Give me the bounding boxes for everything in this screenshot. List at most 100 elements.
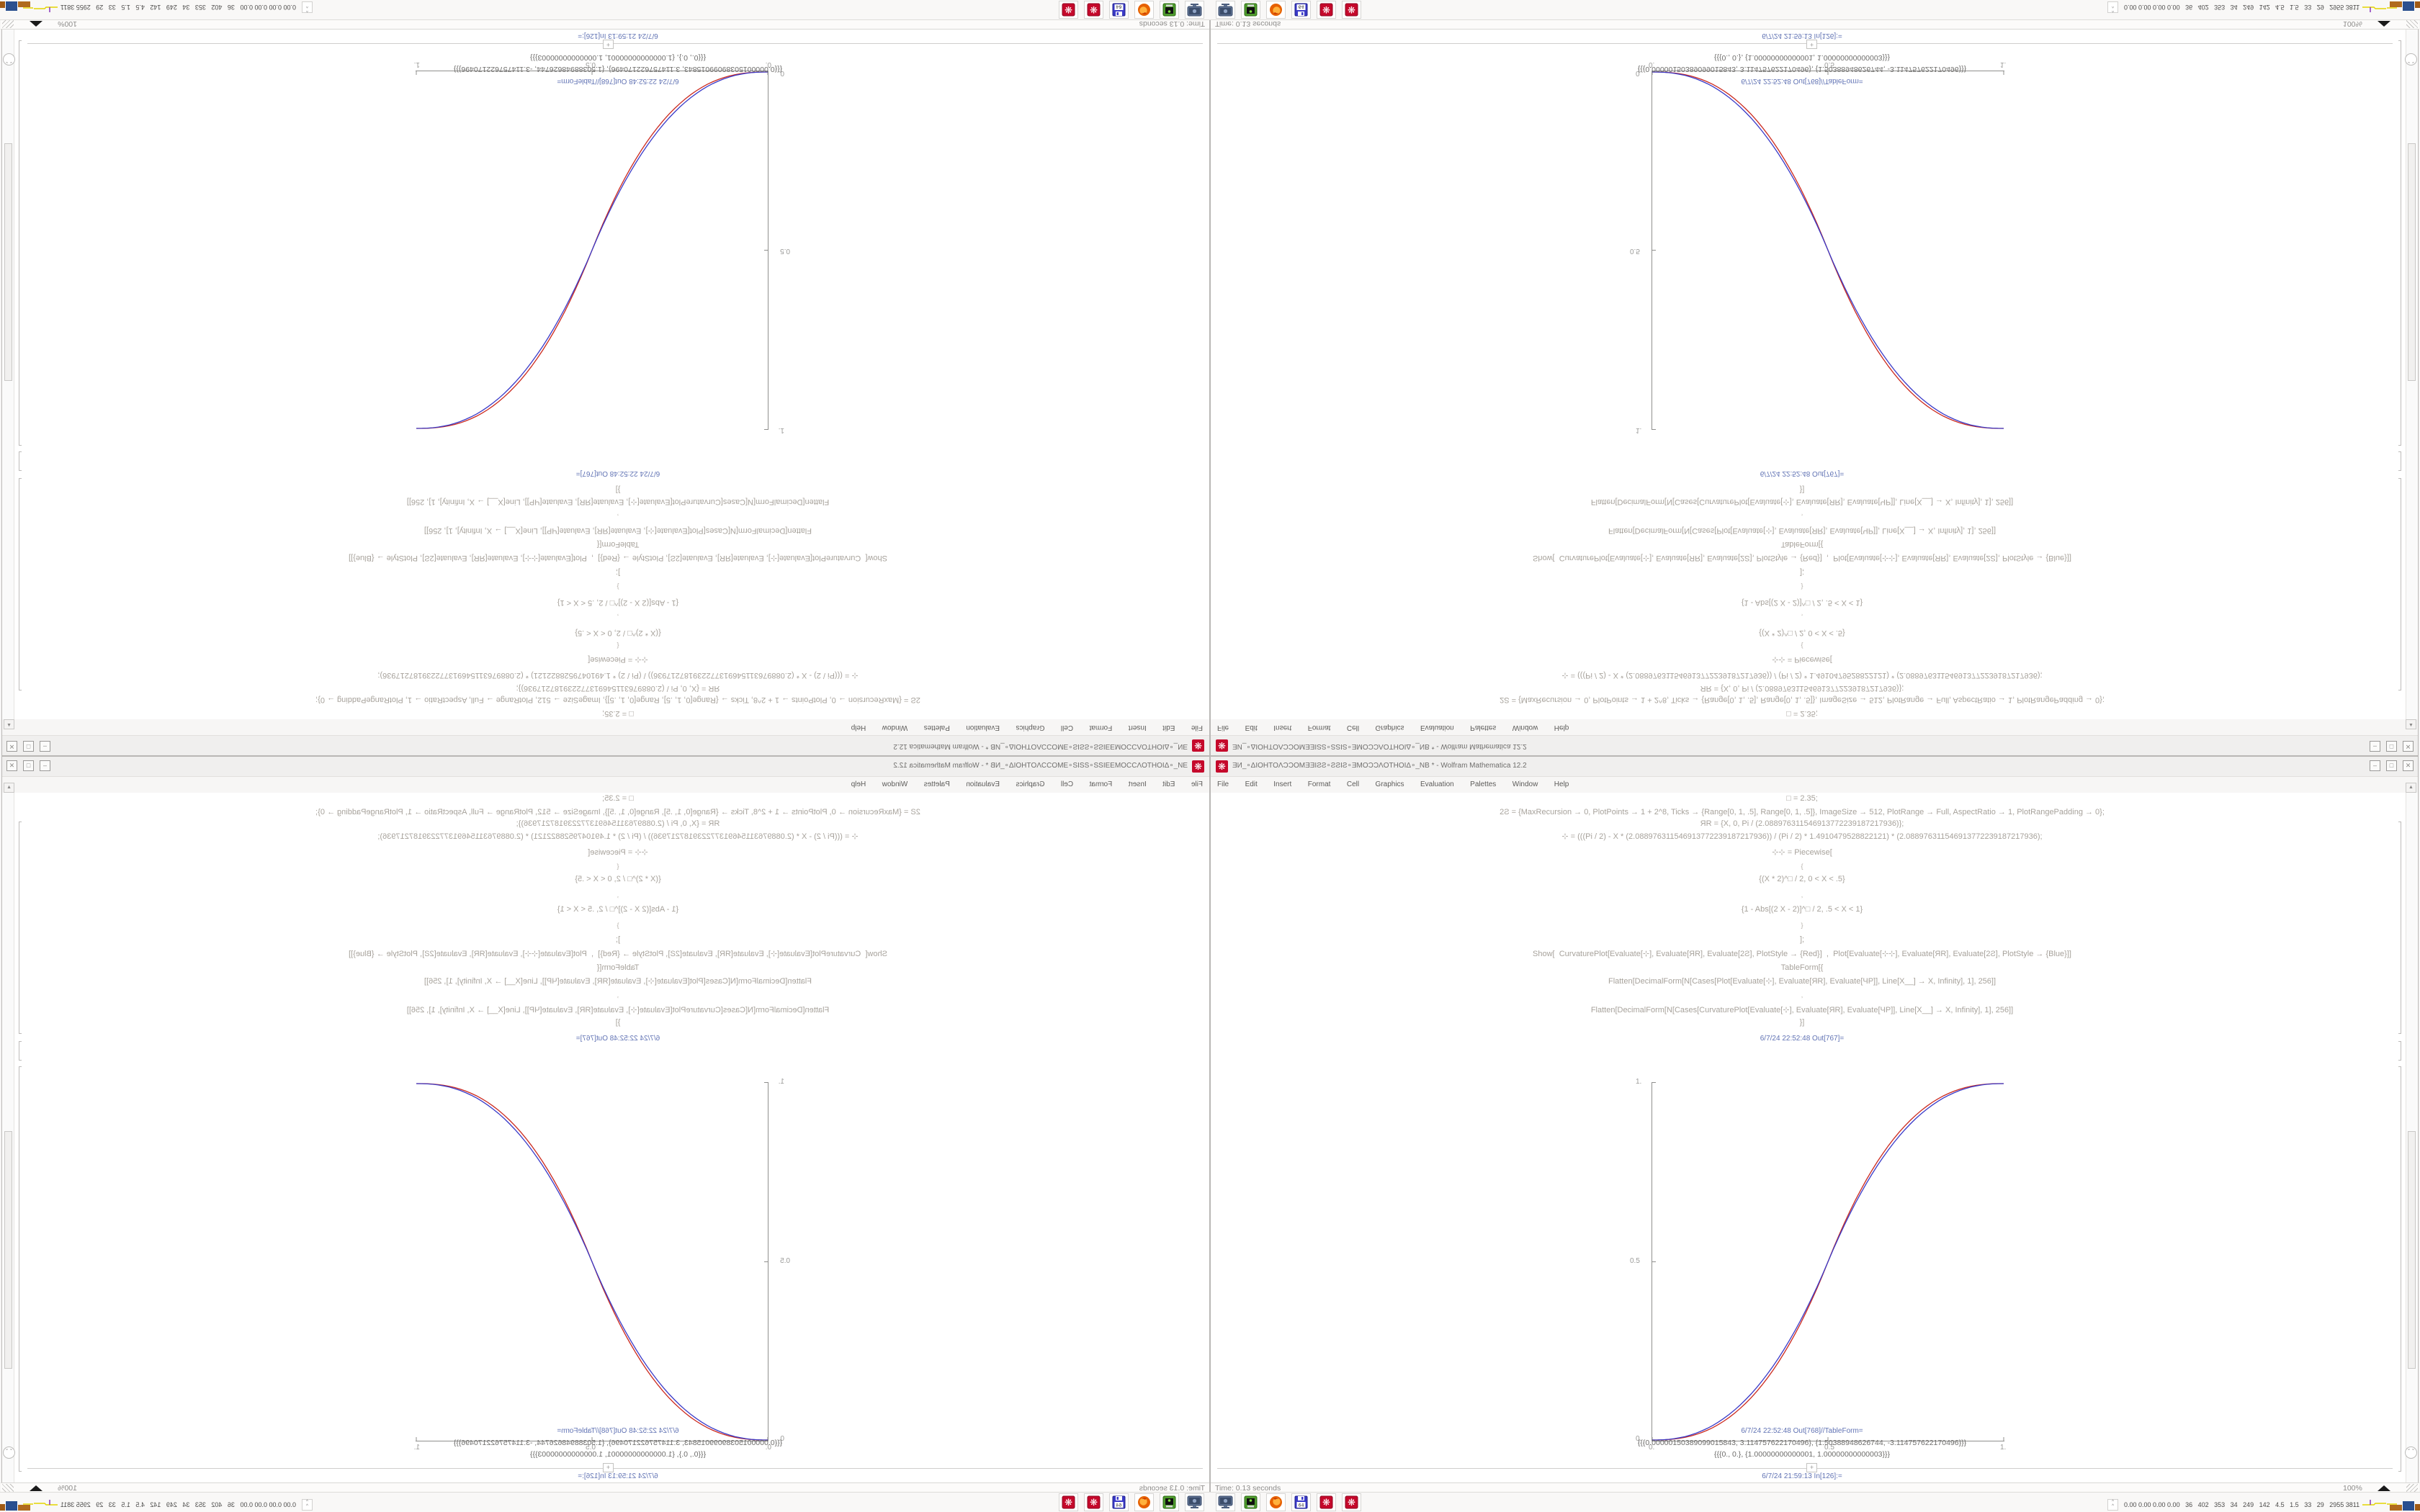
- menu-format[interactable]: Format: [1089, 780, 1113, 788]
- input-cell-line[interactable]: ,: [617, 991, 619, 999]
- input-cell-line[interactable]: Show[ CurvaturePlot[Evaluate[⊹], Evaluat…: [1533, 950, 2071, 958]
- cell-insert-plus-icon[interactable]: +: [1806, 1463, 1817, 1472]
- cell-insertion-line[interactable]: [1217, 1468, 2393, 1469]
- menu-palettes[interactable]: Palettes: [923, 724, 950, 732]
- taskbar-green-device-icon[interactable]: [1241, 1493, 1260, 1511]
- magnification-menu-icon[interactable]: [2378, 1485, 2390, 1491]
- elevator-chevron-icon[interactable]: ⌄⌄: [2405, 1446, 2417, 1459]
- input-cell-line[interactable]: Show[ CurvaturePlot[Evaluate[⊹], Evaluat…: [349, 554, 887, 562]
- input-cell-line[interactable]: Flatten[DecimalForm[N[Cases[CurvaturePlo…: [1590, 498, 2014, 506]
- elevator-chevron-icon[interactable]: ⌄⌄: [3, 1446, 15, 1459]
- menu-file[interactable]: File: [1217, 780, 1229, 788]
- title-bar[interactable]: ❋ ƎИ_∘ΔIOHTOΛƆƆOMƎƎIƧƧ∘ƧƧIƧ∘ƎMOƆƆΛOTHOIΔ…: [1211, 757, 2418, 777]
- input-cell-line[interactable]: ⊹ = (((Pi / 2) - X * (2.0889763115469137…: [1561, 671, 2043, 680]
- input-cell-line[interactable]: ,: [617, 513, 619, 521]
- tray-expander-icon[interactable]: ^ ^: [302, 1, 313, 14]
- input-cell-line[interactable]: }: [617, 583, 619, 590]
- input-cell-line[interactable]: {: [617, 863, 619, 870]
- close-button[interactable]: ✕: [6, 760, 17, 771]
- input-cell-line[interactable]: Flatten[DecimalForm[N[Cases[CurvaturePlo…: [406, 1006, 830, 1014]
- input-cell-line[interactable]: {: [1801, 863, 1803, 870]
- taskbar-mathematica-icon[interactable]: ❋: [1059, 1493, 1078, 1511]
- close-button[interactable]: ✕: [6, 741, 17, 752]
- menu-window[interactable]: Window: [882, 724, 908, 732]
- taskbar-green-device-icon[interactable]: [1241, 1, 1260, 19]
- minimize-button[interactable]: –: [2370, 741, 2380, 752]
- maximize-button[interactable]: □: [23, 741, 34, 752]
- input-cell-line[interactable]: Flatten[DecimalForm[N[Cases[Plot[Evaluat…: [424, 526, 812, 535]
- input-cell-line[interactable]: □ = 2.35;: [1786, 794, 1818, 803]
- input-cell-line[interactable]: }]: [615, 1018, 621, 1027]
- menu-edit[interactable]: Edit: [1245, 724, 1258, 732]
- menu-cell[interactable]: Cell: [1060, 724, 1074, 732]
- input-cell-line[interactable]: }: [1801, 922, 1803, 929]
- cell-bracket-plot-output[interactable]: [19, 1066, 22, 1472]
- input-cell-line[interactable]: ⊹ = (((Pi / 2) - X * (2.0889763115469137…: [377, 832, 859, 841]
- menu-insert[interactable]: Insert: [1273, 780, 1292, 788]
- title-bar[interactable]: ❋ ƎИ_∘ΔIOHTOΛƆƆOMƎƎIƧƧ∘ƧƧIƧ∘ƎMOƆƆΛOTHOIΔ…: [2, 735, 1209, 755]
- tray-expander-icon[interactable]: ^ ^: [2107, 1, 2118, 14]
- input-cell-line[interactable]: ⊹⊹ = Piecewise[: [1772, 655, 1832, 664]
- taskbar-green-device-icon[interactable]: [1160, 1493, 1179, 1511]
- input-cell-line[interactable]: Flatten[DecimalForm[N[Cases[Plot[Evaluat…: [424, 977, 812, 986]
- input-cell-line[interactable]: ,: [1801, 891, 1803, 899]
- taskbar-firefox-icon[interactable]: [1134, 1, 1154, 19]
- input-cell-line[interactable]: {1 - Abs[(2 X - 2)]^□ / 2, .5 < X < 1}: [1741, 905, 1863, 914]
- elevator-chevron-icon[interactable]: ⌄⌄: [2405, 53, 2417, 66]
- cell-bracket-plot-output[interactable]: [19, 40, 22, 446]
- input-cell-line[interactable]: ЯR = {X, 0, Pi / (2.08897631154691377223…: [1700, 819, 1904, 828]
- menu-insert[interactable]: Insert: [1128, 780, 1147, 788]
- maximize-button[interactable]: □: [2386, 741, 2397, 752]
- input-cell-line[interactable]: 2Ƨ = {MaxRecursion → 0, PlotPoints → 1 +…: [1500, 808, 2105, 816]
- menu-graphics[interactable]: Graphics: [1016, 724, 1045, 732]
- input-cell-line[interactable]: ];: [1799, 568, 1805, 577]
- cell-bracket-plot-output[interactable]: [2398, 1066, 2401, 1472]
- resize-grip[interactable]: [2, 19, 14, 28]
- input-cell-line[interactable]: {(X * 2)^□ / 2, 0 < X < .5}: [575, 629, 661, 637]
- menu-evaluation[interactable]: Evaluation: [966, 724, 1000, 732]
- menu-window[interactable]: Window: [882, 780, 908, 788]
- input-cell-line[interactable]: ];: [615, 568, 621, 577]
- input-cell-line[interactable]: 2Ƨ = {MaxRecursion → 0, PlotPoints → 1 +…: [315, 808, 920, 816]
- cell-insertion-line[interactable]: [1217, 43, 2393, 44]
- cell-insertion-line[interactable]: [27, 1468, 1203, 1469]
- input-cell-line[interactable]: {1 - Abs[(2 X - 2)]^□ / 2, .5 < X < 1}: [1741, 598, 1863, 607]
- input-cell-line[interactable]: Show[ CurvaturePlot[Evaluate[⊹], Evaluat…: [349, 950, 887, 958]
- input-cell-line[interactable]: ⊹⊹ = Piecewise[: [588, 848, 648, 857]
- input-cell-line[interactable]: }]: [1799, 1018, 1805, 1027]
- close-button[interactable]: ✕: [2403, 741, 2414, 752]
- minimize-button[interactable]: –: [2370, 760, 2380, 771]
- magnification-value[interactable]: 100%: [2343, 1484, 2362, 1493]
- cell-insert-plus-icon[interactable]: +: [603, 1463, 614, 1472]
- cell-insertion-line[interactable]: [27, 43, 1203, 44]
- input-cell-line[interactable]: {: [1801, 642, 1803, 649]
- title-bar[interactable]: ❋ ƎИ_∘ΔIOHTOΛƆƆOMƎƎIƧƧ∘ƧƧIƧ∘ƎMOƆƆΛOTHOIΔ…: [1211, 735, 2418, 755]
- scrollbar-thumb[interactable]: [2408, 143, 2416, 381]
- minimize-button[interactable]: –: [40, 760, 50, 771]
- scroll-up-arrow[interactable]: ▲: [2406, 719, 2416, 729]
- menu-palettes[interactable]: Palettes: [923, 780, 950, 788]
- input-cell-line[interactable]: TableForm[{: [596, 540, 640, 549]
- taskbar-floppy-64-icon[interactable]: 64: [1291, 1493, 1311, 1511]
- taskbar-floppy-64-icon[interactable]: 64: [1291, 1, 1311, 19]
- cell-bracket-group[interactable]: [19, 451, 22, 471]
- input-cell-line[interactable]: ];: [1799, 935, 1805, 944]
- menu-file[interactable]: File: [1191, 724, 1203, 732]
- resize-grip[interactable]: [2406, 19, 2418, 28]
- scrollbar-thumb[interactable]: [4, 1131, 12, 1369]
- cell-bracket-input[interactable]: [2398, 822, 2401, 1034]
- cell-bracket-input[interactable]: [19, 478, 22, 690]
- input-cell-line[interactable]: Flatten[DecimalForm[N[Cases[Plot[Evaluat…: [1608, 977, 1996, 986]
- menu-graphics[interactable]: Graphics: [1375, 724, 1404, 732]
- system-tray[interactable]: ^ ^ 0.00 0.00 0.00 0.00 36 402 353 34 249…: [0, 1494, 313, 1512]
- system-tray[interactable]: ^ ^ 0.00 0.00 0.00 0.00 36 402 353 34 249…: [2107, 0, 2420, 18]
- taskbar-mathematica-icon[interactable]: ❋: [1084, 1493, 1103, 1511]
- input-cell-line[interactable]: ЯR = {X, 0, Pi / (2.08897631154691377223…: [1700, 684, 1904, 693]
- input-cell-line[interactable]: 2Ƨ = {MaxRecursion → 0, PlotPoints → 1 +…: [315, 696, 920, 704]
- input-cell-line[interactable]: TableForm[{: [1780, 963, 1824, 972]
- cell-insert-plus-icon[interactable]: +: [1806, 40, 1817, 49]
- menu-graphics[interactable]: Graphics: [1375, 780, 1404, 788]
- input-cell-line[interactable]: }: [617, 922, 619, 929]
- taskbar-mathematica-icon[interactable]: ❋: [1059, 1, 1078, 19]
- menu-palettes[interactable]: Palettes: [1470, 724, 1497, 732]
